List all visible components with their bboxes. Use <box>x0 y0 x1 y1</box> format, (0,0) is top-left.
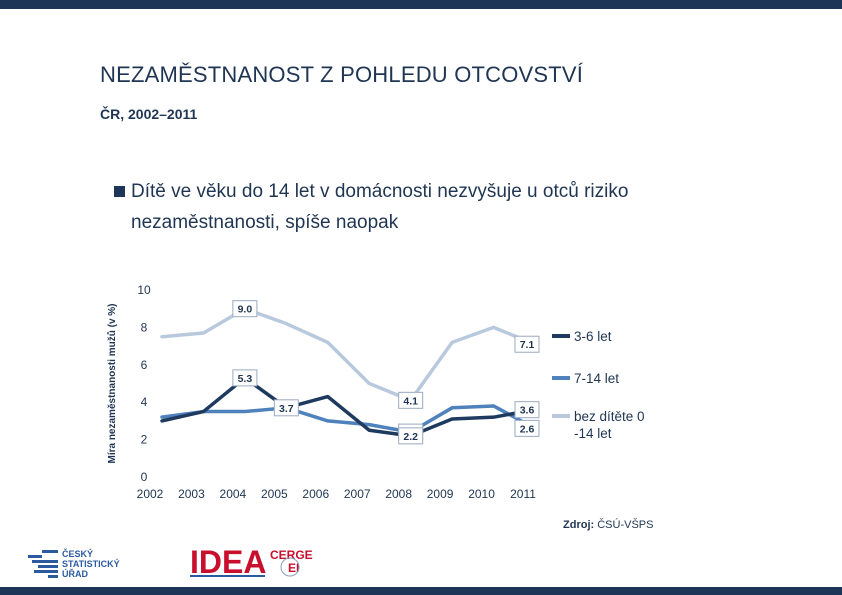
x-tick-label: 2008 <box>385 487 412 501</box>
top-bar <box>0 0 842 9</box>
source-note: Zdroj: ČSÚ-VŠPS <box>563 519 653 531</box>
data-label: 5.3 <box>238 373 253 385</box>
y-tick-label: 10 <box>137 283 151 297</box>
x-tick-label: 2002 <box>137 487 164 501</box>
x-tick-label: 2009 <box>427 487 454 501</box>
y-tick-label: 2 <box>141 433 148 447</box>
data-label: 3.6 <box>520 405 535 417</box>
data-label-box <box>398 427 424 445</box>
x-tick-label: 2007 <box>344 487 371 501</box>
series-line-1 <box>160 376 537 438</box>
data-label: 4.1 <box>403 395 418 407</box>
bottom-bar <box>0 587 842 595</box>
y-tick-label: 8 <box>141 320 148 334</box>
csu-logo-line3: ÚŘAD <box>62 568 88 579</box>
x-tick-label: 2003 <box>178 487 205 501</box>
data-label: 3.7 <box>279 403 294 415</box>
series-line-3 <box>160 306 537 403</box>
data-label-box <box>398 391 424 409</box>
data-label-box <box>232 300 258 318</box>
y-axis-title: Míra nezaměstnanosti mužů (v %) <box>106 303 118 463</box>
x-tick-label: 2004 <box>220 487 247 501</box>
x-tick-label: 2005 <box>261 487 288 501</box>
x-tick-label: 2010 <box>468 487 495 501</box>
data-label-box <box>514 401 540 419</box>
data-label: 2.6 <box>520 423 535 435</box>
bullet-text: Dítě ve věku do 14 let v domácnosti nezv… <box>131 181 629 233</box>
series-line-2 <box>160 404 537 434</box>
bullet-square-icon <box>114 186 125 197</box>
unemployment-line-chart: Míra nezaměstnanosti mužů (v %) 0 2 4 6 8 10 20… <box>106 283 645 501</box>
data-label: 7.1 <box>520 339 535 351</box>
data-label-box <box>514 335 540 353</box>
page-subtitle: ČR, 2002–2011 <box>100 106 198 122</box>
data-label: 2.2 <box>403 431 418 443</box>
data-label-box <box>514 419 540 437</box>
idea-cerge-logo: IDEA CERGE EI <box>190 544 313 579</box>
y-tick-label: 4 <box>141 395 148 409</box>
x-tick-label: 2006 <box>302 487 329 501</box>
csu-logo: ČESKÝ STATISTICKÝ ÚŘAD <box>28 548 120 579</box>
legend-label: 3-6 let <box>574 329 612 344</box>
legend-label: bez dítěte 0 -14 let <box>574 409 645 441</box>
source-label: Zdroj: <box>563 519 595 531</box>
cerge-logo-text: CERGE <box>270 548 313 562</box>
x-tick-label: 2011 <box>510 487 536 501</box>
data-label: 9.0 <box>238 304 253 316</box>
csu-logo-line2: STATISTICKÝ <box>62 558 120 569</box>
csu-logo-line1: ČESKÝ <box>62 548 93 559</box>
ei-logo-text: EI <box>288 561 299 575</box>
data-label-box <box>273 399 299 417</box>
y-tick-label: 0 <box>141 470 148 484</box>
y-tick-label: 6 <box>141 358 148 372</box>
source-value: ČSÚ-VŠPS <box>597 519 654 531</box>
page-title: NEZAMĚSTNANOST Z POHLEDU OTCOVSTVÍ <box>100 62 584 87</box>
idea-logo-text: IDEA <box>190 544 266 579</box>
legend-label: 7-14 let <box>574 371 619 386</box>
data-label-box <box>232 369 258 387</box>
